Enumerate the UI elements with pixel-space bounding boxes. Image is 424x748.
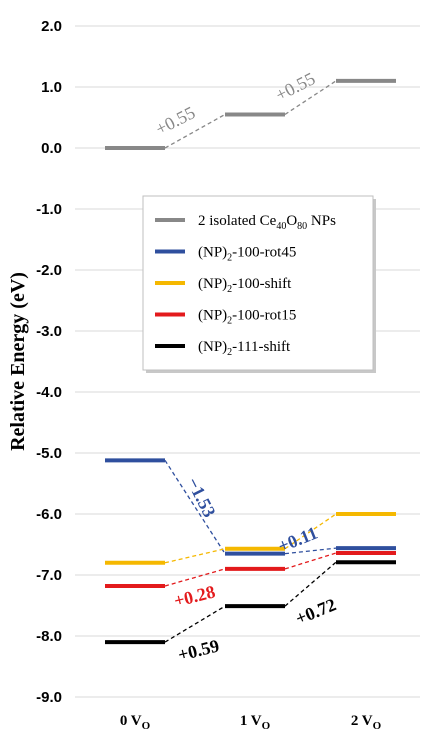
y-tick-label: -4.0 bbox=[36, 384, 62, 401]
legend-entry-shift100: (NP)2-100-shift bbox=[198, 276, 292, 295]
x-tick-label: 2 VO bbox=[351, 713, 382, 732]
connector-isolated bbox=[164, 113, 226, 149]
y-tick-label: -2.0 bbox=[36, 262, 62, 279]
energy-change-label: +0.72 bbox=[293, 594, 339, 628]
x-tick-label: 0 VO bbox=[120, 713, 151, 732]
legend-entry-isolated: 2 isolated Ce40O80 NPs bbox=[198, 213, 336, 232]
y-tick-label: -7.0 bbox=[36, 567, 62, 584]
legend-entry-rot15: (NP)2-100-rot15 bbox=[198, 308, 296, 327]
y-axis-title: Relative Energy (eV) bbox=[7, 272, 29, 451]
y-tick-label: -5.0 bbox=[36, 445, 62, 462]
y-tick-label: -1.0 bbox=[36, 201, 62, 218]
connector-rot45 bbox=[164, 459, 226, 555]
x-tick-label: 1 VO bbox=[240, 713, 271, 732]
connector-shift111 bbox=[284, 561, 337, 607]
connector-shift100 bbox=[284, 513, 337, 550]
connector-shift111 bbox=[164, 605, 226, 643]
connector-rot45 bbox=[284, 547, 337, 555]
energy-change-label: +0.28 bbox=[172, 581, 217, 611]
energy-change-label: +0.59 bbox=[176, 635, 221, 665]
y-tick-label: -3.0 bbox=[36, 323, 62, 340]
y-tick-label: 0.0 bbox=[41, 140, 62, 157]
connector-rot15 bbox=[284, 552, 337, 570]
connector-rot15 bbox=[164, 568, 226, 587]
legend-entry-shift111: (NP)2-111-shift bbox=[198, 339, 291, 358]
y-tick-label: -8.0 bbox=[36, 628, 62, 645]
y-tick-label: 2.0 bbox=[41, 18, 62, 35]
connector-shift100 bbox=[164, 548, 226, 564]
energy-change-label: +0.55 bbox=[272, 68, 318, 105]
y-tick-label: -6.0 bbox=[36, 506, 62, 523]
y-tick-label: 1.0 bbox=[41, 79, 62, 96]
connector-isolated bbox=[284, 80, 337, 115]
y-tick-label: -9.0 bbox=[36, 689, 62, 706]
legend-entry-rot45: (NP)2-100-rot45 bbox=[198, 245, 296, 264]
energy-change-label: +0.11 bbox=[275, 523, 320, 557]
